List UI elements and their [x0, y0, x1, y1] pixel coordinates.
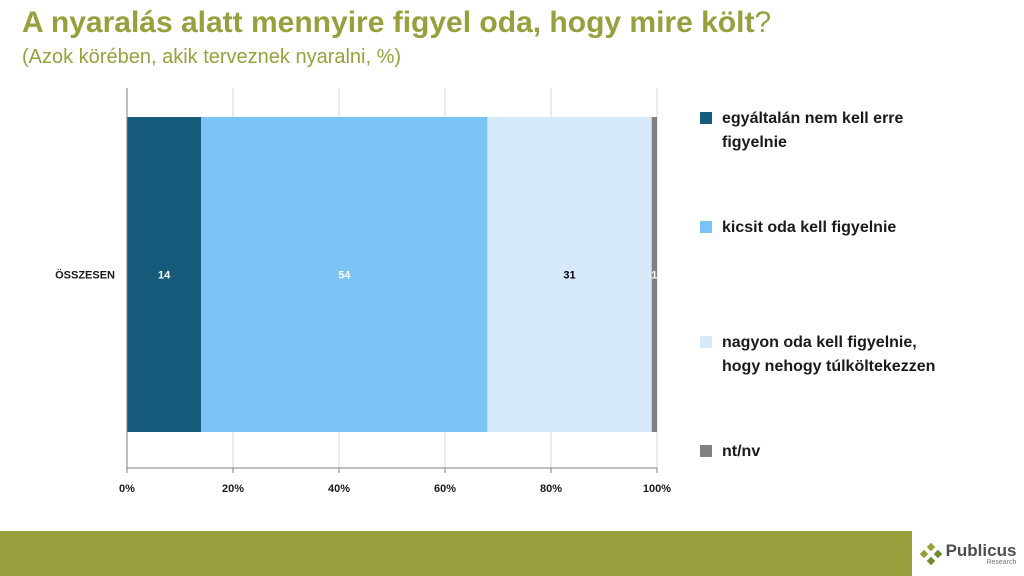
bar-segment-3 [487, 117, 652, 432]
legend-swatch-3 [700, 336, 712, 348]
legend-label-2: kicsit oda kell figyelnie [722, 219, 897, 236]
chart-subtitle: (Azok körében, akik terveznek nyaralni, … [22, 46, 402, 68]
x-tick-label-20: 20% [222, 483, 244, 495]
legend-label-1: egyáltalán nem kell erre figyelnie [722, 110, 904, 151]
logo-name: Publicus [945, 540, 1017, 560]
logo-sub: Research [986, 558, 1017, 566]
publicus-logo: Publicus Research [912, 531, 1024, 576]
chart-title-qmark: ? [754, 6, 772, 39]
x-tick-label-0: 0% [119, 483, 135, 495]
legend-label-3: nagyon oda kell figyelnie, hogy nehogy tú… [722, 334, 936, 375]
data-label-2: 54 [338, 270, 351, 282]
chart-title-text: A nyaralás alatt mennyire figyel oda, ho… [22, 6, 755, 39]
category-label: ÖSSZESEN [55, 269, 115, 282]
stacked-bar-chart: 14 54 31 1 0% 20% 40% 60% 80% 100% ÖSSZESEN [55, 88, 671, 495]
bar-segment-2 [201, 117, 488, 432]
legend-item-3: nagyon oda kell figyelnie, hogy nehogy tú… [700, 331, 1000, 379]
chart-title: A nyaralás alatt mennyire figyel oda, ho… [22, 6, 771, 40]
legend-label-4: nt/nv [722, 443, 761, 460]
x-tick-label-40: 40% [328, 483, 350, 495]
legend-item-1: egyáltalán nem kell erre figyelnie [700, 107, 1000, 155]
legend-swatch-2 [700, 221, 712, 233]
legend-item-2: kicsit oda kell figyelnie [700, 216, 1000, 240]
bar-segment-4 [651, 117, 657, 432]
legend-item-4: nt/nv [700, 440, 1000, 464]
legend-swatch-4 [700, 445, 712, 457]
data-label-3: 31 [563, 270, 575, 282]
x-tick-label-80: 80% [540, 483, 562, 495]
data-label-1: 14 [158, 270, 171, 282]
data-label-4: 1 [651, 270, 657, 282]
bar-segment-1 [127, 117, 202, 432]
x-tick-label-100: 100% [643, 483, 671, 495]
x-tick-label-60: 60% [434, 483, 456, 495]
diamond-logo-icon [919, 542, 942, 565]
legend-swatch-1 [700, 112, 712, 124]
footer-band [0, 531, 1024, 576]
